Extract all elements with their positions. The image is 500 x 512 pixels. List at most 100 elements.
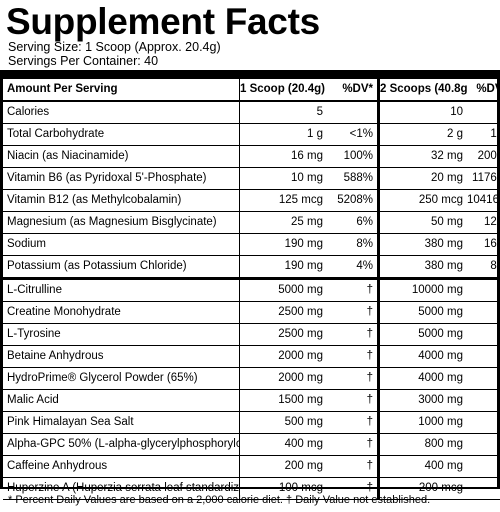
dv-one-scoop: † xyxy=(327,367,380,390)
dv-two-scoops: † xyxy=(467,278,500,302)
amount-one-scoop: 5000 mg xyxy=(239,278,327,302)
dv-one-scoop xyxy=(327,101,380,124)
table-row: Vitamin B6 (as Pyridoxal 5'-Phosphate) 10… xyxy=(3,167,500,190)
dv-two-scoops: 1176% xyxy=(467,167,500,190)
dv-one-scoop: <1% xyxy=(327,123,380,146)
nutrient-name: Niacin (as Niacinamide) xyxy=(3,145,240,168)
amount-two-scoops: 380 mg xyxy=(378,233,467,256)
nutrient-name: Vitamin B6 (as Pyridoxal 5'-Phosphate) xyxy=(3,167,240,190)
footnote: * Percent Daily Values are based on a 2,… xyxy=(8,494,431,506)
nutrient-name: Creatine Monohydrate xyxy=(3,301,240,324)
servings-per-container: Servings Per Container: 40 xyxy=(8,54,159,68)
dv-one-scoop: † xyxy=(327,323,380,346)
dv-one-scoop: 6% xyxy=(327,211,380,234)
amount-one-scoop: 190 mg xyxy=(239,255,327,280)
nutrient-name: HydroPrime® Glycerol Powder (65%) xyxy=(3,367,240,390)
amount-one-scoop: 2000 mg xyxy=(239,367,327,390)
dv-one-scoop: 8% xyxy=(327,233,380,256)
amount-two-scoops: 5000 mg xyxy=(378,323,467,346)
amount-two-scoops: 800 mg xyxy=(378,433,467,456)
nutrient-name: Sodium xyxy=(3,233,240,256)
amount-two-scoops: 50 mg xyxy=(378,211,467,234)
amount-one-scoop: 1500 mg xyxy=(239,389,327,412)
dv-two-scoops: † xyxy=(467,411,500,434)
header-dv-two: %DV* xyxy=(467,79,500,102)
amount-one-scoop: 10 mg xyxy=(239,167,327,190)
header-two-scoops: 2 Scoops (40.8g) xyxy=(378,79,467,102)
table-row: Calories 5 10 xyxy=(3,101,500,124)
amount-two-scoops: 3000 mg xyxy=(378,389,467,412)
nutrient-name: L-Citrulline xyxy=(3,278,240,302)
amount-two-scoops: 250 mcg xyxy=(378,189,467,212)
serving-size: Serving Size: 1 Scoop (Approx. 20.4g) xyxy=(8,40,221,54)
left-border xyxy=(0,70,3,489)
dv-two-scoops: † xyxy=(467,433,500,456)
dv-one-scoop: † xyxy=(327,301,380,324)
amount-one-scoop: 500 mg xyxy=(239,411,327,434)
amount-two-scoops: 4000 mg xyxy=(378,367,467,390)
dv-one-scoop: 100% xyxy=(327,145,380,168)
dv-two-scoops: 1% xyxy=(467,123,500,146)
amount-one-scoop: 5 xyxy=(239,101,327,124)
label-title: Supplement Facts xyxy=(6,1,320,42)
dv-one-scoop: 588% xyxy=(327,167,380,190)
top-thick-rule xyxy=(0,70,500,79)
amount-one-scoop: 2500 mg xyxy=(239,301,327,324)
nutrient-name: Calories xyxy=(3,101,240,124)
dv-two-scoops: 10416% xyxy=(467,189,500,212)
nutrient-name: Vitamin B12 (as Methylcobalamin) xyxy=(3,189,240,212)
amount-one-scoop: 190 mg xyxy=(239,233,327,256)
dv-two-scoops xyxy=(467,101,500,124)
table-row: Magnesium (as Magnesium Bisglycinate) 25 … xyxy=(3,211,500,234)
amount-one-scoop: 16 mg xyxy=(239,145,327,168)
dv-two-scoops: † xyxy=(467,323,500,346)
amount-one-scoop: 2500 mg xyxy=(239,323,327,346)
header-one-scoop: 1 Scoop (20.4g) xyxy=(239,79,327,102)
table-row: Alpha-GPC 50% (L-alpha-glycerylphosphory… xyxy=(3,433,500,456)
dv-two-scoops: 8% xyxy=(467,255,500,280)
amount-two-scoops: 10000 mg xyxy=(378,278,467,302)
bottom-rule xyxy=(0,487,500,489)
header-dv-one: %DV* xyxy=(327,79,380,102)
dv-one-scoop: 5208% xyxy=(327,189,380,212)
dv-two-scoops: 200% xyxy=(467,145,500,168)
table-row: Niacin (as Niacinamide) 16 mg 100% 32 mg 200… xyxy=(3,145,500,168)
dv-one-scoop: † xyxy=(327,278,380,302)
amount-one-scoop: 2000 mg xyxy=(239,345,327,368)
nutrient-name: Pink Himalayan Sea Salt xyxy=(3,411,240,434)
dv-two-scoops: 12% xyxy=(467,211,500,234)
table-row: HydroPrime® Glycerol Powder (65%) 2000 mg… xyxy=(3,367,500,390)
dv-one-scoop: † xyxy=(327,433,380,456)
dv-two-scoops: † xyxy=(467,301,500,324)
amount-two-scoops: 20 mg xyxy=(378,167,467,190)
amount-one-scoop: 1 g xyxy=(239,123,327,146)
amount-one-scoop: 25 mg xyxy=(239,211,327,234)
dv-two-scoops: † xyxy=(467,455,500,478)
nutrient-name: Potassium (as Potassium Chloride) xyxy=(3,255,240,280)
nutrient-name: Caffeine Anhydrous xyxy=(3,455,240,478)
dv-one-scoop: † xyxy=(327,345,380,368)
dv-one-scoop: † xyxy=(327,389,380,412)
amount-two-scoops: 380 mg xyxy=(378,255,467,280)
dv-two-scoops: † xyxy=(467,345,500,368)
amount-two-scoops: 32 mg xyxy=(378,145,467,168)
table-row: Vitamin B12 (as Methylcobalamin) 125 mcg 5… xyxy=(3,189,500,212)
dv-two-scoops: 16% xyxy=(467,233,500,256)
amount-two-scoops: 2 g xyxy=(378,123,467,146)
amount-one-scoop: 400 mg xyxy=(239,433,327,456)
header-row: Amount Per Serving 1 Scoop (20.4g) %DV* … xyxy=(3,79,500,102)
nutrient-name: Alpha-GPC 50% (L-alpha-glycerylphosphory… xyxy=(3,433,240,456)
amount-one-scoop: 200 mg xyxy=(239,455,327,478)
dv-one-scoop: † xyxy=(327,455,380,478)
amount-two-scoops: 10 xyxy=(378,101,467,124)
dv-one-scoop: 4% xyxy=(327,255,380,280)
facts-table: Amount Per Serving 1 Scoop (20.4g) %DV* … xyxy=(3,79,500,500)
amount-two-scoops: 1000 mg xyxy=(378,411,467,434)
amount-two-scoops: 400 mg xyxy=(378,455,467,478)
amount-one-scoop: 125 mcg xyxy=(239,189,327,212)
